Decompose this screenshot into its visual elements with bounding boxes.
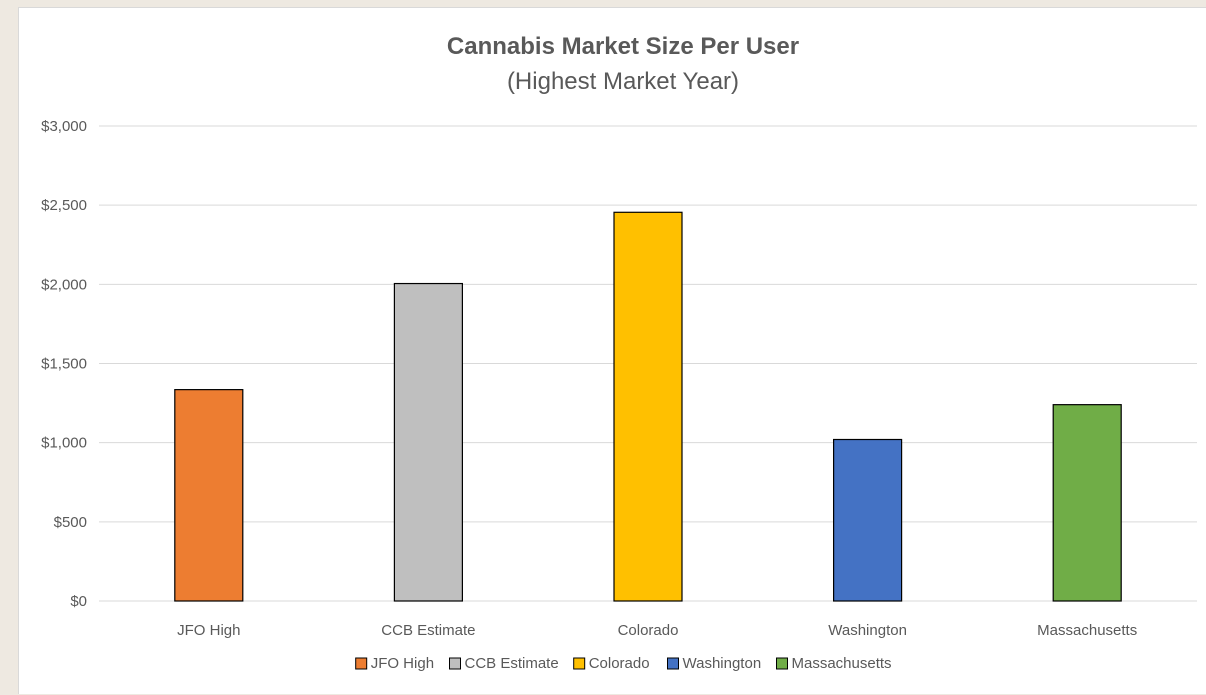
x-tick-label: CCB Estimate: [381, 622, 475, 639]
legend: JFO High CCB Estimate Colorado Washington Ma…: [355, 655, 892, 672]
legend-label: Colorado: [589, 655, 650, 672]
x-tick-label: Colorado: [618, 622, 679, 639]
chart-frame: Cannabis Market Size Per User (Highest M…: [18, 7, 1206, 694]
bar-ccb-estimate: [393, 282, 463, 602]
legend-swatch: [449, 657, 461, 670]
legend-swatch: [776, 657, 788, 670]
x-tick-label: Massachusetts: [1037, 622, 1137, 639]
y-axis-tick-labels: $0 $500 $1,000 $1,500 $2,000 $2,500 $3,000: [41, 118, 87, 610]
legend-label: Washington: [683, 655, 762, 672]
bar-jfo-high: [174, 389, 244, 602]
x-axis-tick-labels: JFO High CCB Estimate Colorado Washington Ma…: [177, 622, 1137, 639]
y-tick-label: $1,500: [41, 356, 87, 373]
bars: [174, 211, 1122, 602]
bar-massachusetts: [1052, 404, 1122, 602]
bar-colorado: [613, 211, 683, 602]
x-tick-label: Washington: [828, 622, 907, 639]
y-tick-label: $500: [54, 514, 87, 531]
y-tick-label: $0: [70, 593, 87, 610]
y-tick-label: $3,000: [41, 118, 87, 135]
chart-title: Cannabis Market Size Per User: [447, 33, 799, 60]
chart-subtitle: (Highest Market Year): [507, 68, 739, 95]
y-tick-label: $2,500: [41, 197, 87, 214]
legend-label: Massachusetts: [792, 655, 892, 672]
bar-chart: Cannabis Market Size Per User (Highest M…: [41, 33, 1197, 672]
bar-washington: [832, 438, 903, 602]
legend-swatch: [355, 657, 368, 670]
legend-swatch: [573, 657, 586, 670]
legend-label: JFO High: [371, 655, 434, 672]
y-tick-label: $1,000: [41, 435, 87, 452]
legend-label: CCB Estimate: [465, 655, 559, 672]
y-tick-label: $2,000: [41, 276, 87, 293]
x-tick-label: JFO High: [177, 622, 240, 639]
legend-swatch: [667, 657, 679, 670]
